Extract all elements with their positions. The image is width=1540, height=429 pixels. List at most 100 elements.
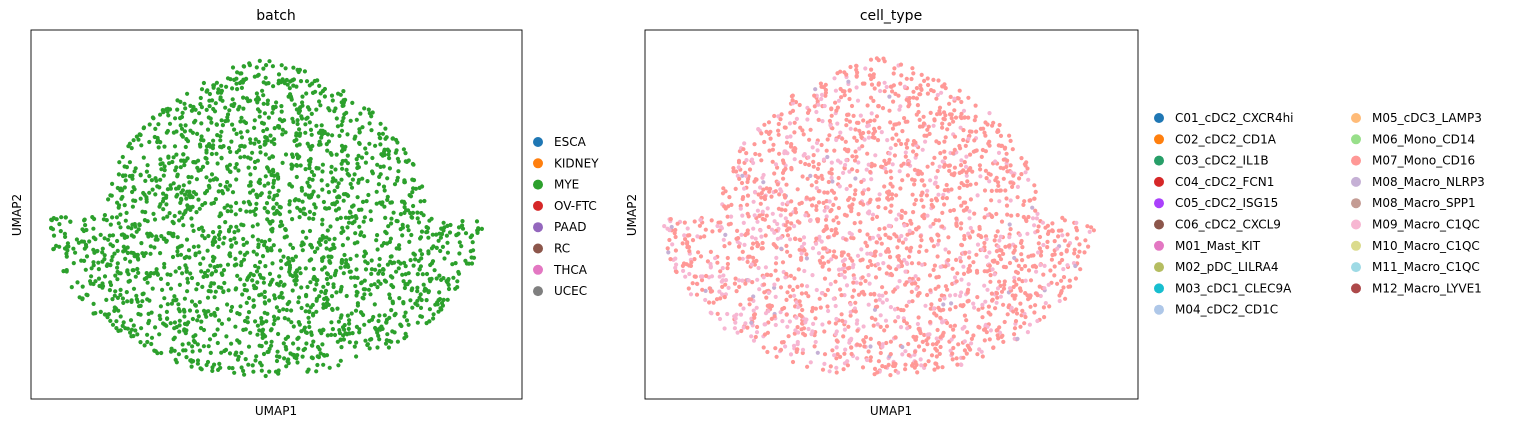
cell-type-legend-label: M02_pDC_LILRA4	[1175, 260, 1278, 274]
batch-point	[391, 210, 396, 215]
cell-type-point	[738, 302, 743, 307]
batch-point	[335, 124, 340, 129]
cell-type-point	[749, 320, 754, 325]
batch-point	[387, 315, 392, 320]
batch-point	[149, 341, 154, 347]
batch-point	[245, 320, 250, 325]
batch-point	[307, 166, 312, 171]
batch-point	[271, 185, 276, 190]
cell-type-point	[915, 321, 921, 327]
panel-title-cell-type: cell_type	[860, 8, 922, 24]
cell-type-point	[966, 231, 971, 236]
cell-type-point	[986, 310, 991, 315]
cell-type-point	[989, 291, 995, 296]
batch-point	[209, 272, 214, 277]
batch-point	[424, 271, 430, 277]
batch-point	[165, 281, 170, 287]
cell-type-point	[911, 71, 916, 76]
batch-point	[283, 336, 288, 341]
batch-point	[385, 332, 390, 337]
batch-point	[296, 320, 301, 325]
batch-point	[241, 236, 246, 242]
batch-point	[337, 328, 342, 333]
batch-point	[96, 260, 101, 265]
cell-type-point	[938, 344, 943, 350]
cell-type-point	[843, 139, 848, 144]
batch-point	[255, 332, 260, 337]
cell-type-point	[958, 293, 963, 299]
batch-point	[183, 209, 188, 214]
batch-point	[378, 121, 383, 126]
batch-point	[164, 239, 169, 244]
batch-point	[397, 246, 402, 251]
batch-point	[169, 301, 174, 306]
cell-type-point	[827, 118, 833, 124]
batch-point	[131, 234, 136, 239]
cell-type-point	[794, 315, 799, 320]
batch-point	[354, 267, 359, 272]
batch-point	[329, 164, 334, 169]
batch-point	[367, 111, 372, 116]
cell-type-point	[815, 166, 821, 171]
cell-type-point	[815, 219, 820, 224]
cell-type-point	[721, 186, 726, 191]
batch-point	[321, 362, 326, 367]
cell-type-point	[867, 73, 873, 78]
cell-type-point	[827, 320, 832, 325]
cell-type-legend-marker	[1154, 240, 1164, 251]
cell-type-point	[674, 269, 679, 275]
batch-point	[233, 212, 238, 217]
cell-type-point	[764, 295, 769, 300]
cell-type-point	[720, 191, 726, 196]
batch-point	[293, 254, 298, 259]
cell-type-point	[945, 320, 950, 326]
batch-point	[233, 256, 238, 261]
cell-type-point	[834, 137, 839, 143]
cell-type-point	[862, 344, 867, 349]
batch-point	[425, 229, 430, 234]
batch-point	[387, 296, 393, 301]
cell-type-point	[826, 308, 831, 314]
cell-type-point	[909, 76, 914, 82]
batch-point	[340, 158, 345, 164]
cell-type-point	[888, 146, 893, 151]
batch-point	[168, 321, 173, 326]
cell-type-point	[838, 287, 843, 292]
batch-point	[353, 231, 358, 236]
batch-point	[342, 252, 347, 258]
batch-point	[290, 288, 295, 293]
batch-point	[131, 286, 137, 291]
batch-point	[272, 141, 277, 147]
batch-point	[385, 241, 390, 246]
cell-type-point	[785, 151, 790, 156]
batch-point	[177, 318, 182, 323]
cell-type-point	[800, 350, 805, 356]
batch-point	[310, 90, 316, 95]
cell-type-point	[936, 233, 941, 238]
batch-point	[389, 283, 394, 288]
batch-point	[130, 204, 135, 209]
cell-type-point	[1087, 229, 1092, 234]
batch-point	[223, 347, 229, 352]
cell-type-point	[819, 239, 824, 244]
batch-point	[64, 251, 69, 256]
cell-type-point	[797, 237, 802, 242]
cell-type-point	[1002, 282, 1007, 287]
cell-type-point	[829, 207, 834, 213]
cell-type-point	[844, 213, 849, 218]
cell-type-point	[828, 282, 833, 287]
batch-point	[270, 64, 275, 69]
cell-type-point	[747, 167, 753, 172]
batch-point	[380, 271, 386, 276]
batch-point	[287, 86, 292, 91]
cell-type-point	[780, 201, 785, 206]
cell-type-point	[761, 345, 766, 350]
cell-type-point	[789, 199, 794, 204]
cell-type-point	[903, 210, 908, 215]
batch-point	[322, 265, 327, 270]
batch-point	[402, 336, 407, 341]
batch-point	[339, 177, 344, 182]
cell-type-point	[928, 306, 933, 311]
cell-type-point	[962, 233, 967, 239]
cell-type-point	[736, 160, 742, 165]
